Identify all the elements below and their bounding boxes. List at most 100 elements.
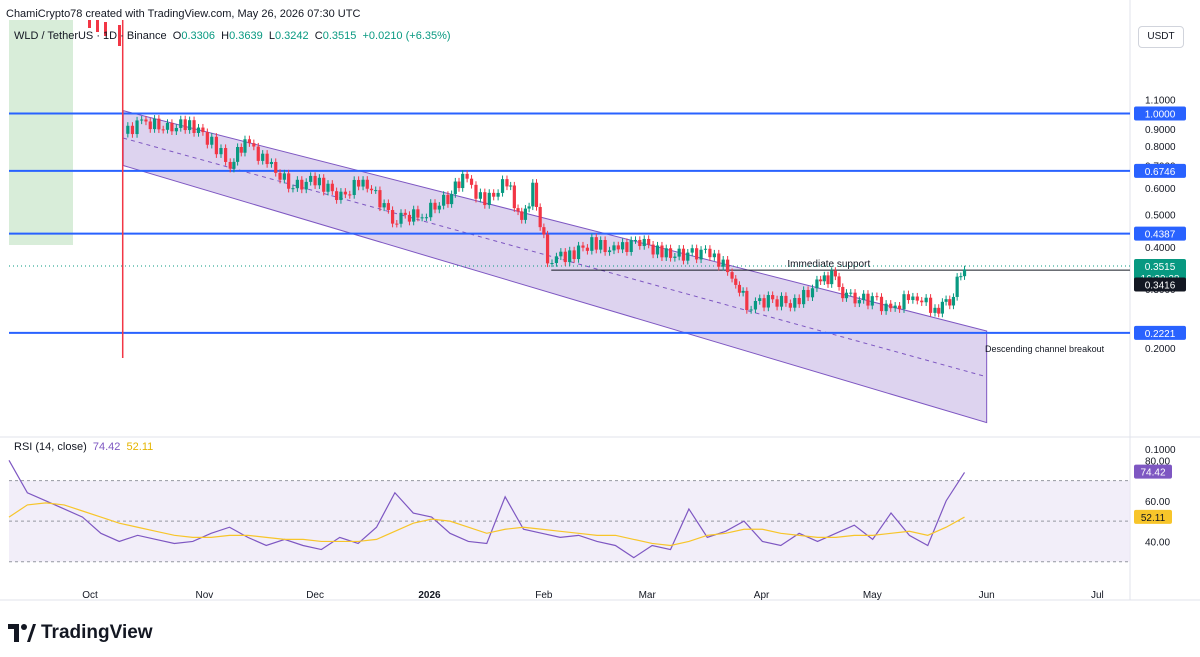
candle [837,276,841,287]
candle [304,181,308,190]
tradingview-logo[interactable]: TradingView [8,622,153,644]
candle [239,147,243,153]
symbol-name[interactable]: WLD / TetherUS · 1D · Binance [14,30,167,42]
candle [884,303,888,312]
attribution: ChamiCrypto78 created with TradingView.c… [6,8,361,20]
price-tick-label: 0.6000 [1145,184,1176,195]
candle [538,206,542,228]
candle [265,153,269,165]
candle [673,256,677,258]
candle [857,300,861,304]
rsi-ma-line [8,502,965,547]
candle [897,305,902,310]
candle [157,118,161,130]
candle [581,245,585,248]
candle [638,239,642,247]
candle [866,293,870,306]
candle [278,172,282,180]
price-tick-label: 0.8000 [1145,142,1176,153]
candle [205,132,209,145]
candle [243,139,247,153]
candle [274,161,278,173]
green-zone [9,20,73,245]
candle [940,301,944,314]
candle [453,181,457,195]
candle [686,252,690,261]
rsi-tick-label: 40.00 [1145,537,1170,548]
candle [437,205,441,210]
candle [322,177,326,192]
candle [844,292,849,299]
candle [365,179,369,189]
candle [915,296,919,301]
candle [224,148,228,162]
candle [261,153,265,161]
candle [496,192,500,197]
candle [568,250,572,263]
candle [256,146,260,161]
open-value: 0.3306 [181,30,215,42]
candle [287,173,291,189]
candle [911,296,915,301]
candle [228,161,232,169]
candle [317,177,321,186]
candle [214,136,218,155]
rsi-tag-box [1134,509,1172,524]
candle [788,303,792,308]
candle [784,295,788,304]
candle [527,206,531,209]
candle [407,214,412,222]
candle [721,259,725,267]
candle [545,234,550,264]
candle [500,179,505,193]
high-value: 0.3639 [229,30,263,42]
candle [703,248,708,250]
level-tag-box [1134,226,1186,241]
candle [585,247,590,251]
candle [516,208,520,212]
rsi-pane [8,459,1130,563]
rsi-tick-label: 80.00 [1145,456,1170,467]
tradingview-icon [8,624,36,642]
candle [620,242,625,250]
candle [395,223,399,225]
time-tick-label: Oct [82,590,98,601]
immediate-support-label: Immediate support [787,259,870,270]
level-tag-box [1134,325,1186,340]
candle [339,191,343,201]
candle [766,295,770,308]
candle [461,173,465,189]
candle [862,293,866,301]
candle [483,192,487,206]
candle [352,179,356,196]
price-tick-label: 0.1000 [1145,445,1176,456]
candle [140,119,144,121]
candle [902,294,906,310]
candle [478,192,483,199]
candle [647,238,651,245]
candle [505,179,509,187]
candle [737,284,742,293]
candle [386,203,390,210]
candle [590,237,594,251]
candle [534,182,539,207]
rsi-ma-tag-label: 52.11 [1141,513,1166,524]
candle [563,251,567,263]
candle [326,183,330,192]
rsi-title[interactable]: RSI (14, close) [14,441,87,453]
candle [210,136,214,145]
candle [126,125,130,134]
candle [300,179,304,190]
candle [192,120,196,133]
candle [357,179,361,187]
candle [841,286,845,299]
low-value: 0.3242 [274,30,309,42]
currency-button[interactable]: USDT [1138,26,1184,48]
candle [955,276,959,297]
candle [433,202,437,210]
candle [520,211,524,220]
candle [465,173,469,179]
time-tick-label: 2026 [418,590,441,601]
close-value: 0.3515 [322,30,357,42]
